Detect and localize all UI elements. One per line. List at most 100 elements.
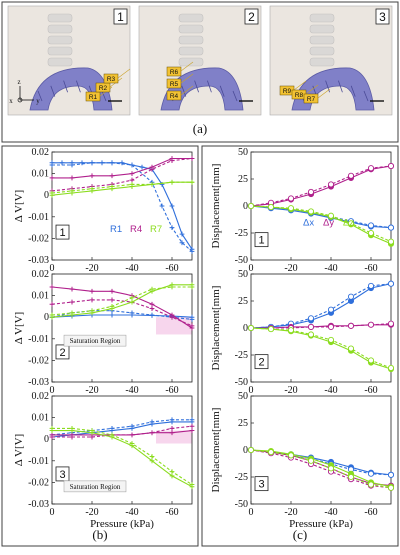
sensor-leader (305, 84, 319, 95)
data-point-R4 (189, 156, 195, 161)
data-point-R1 (189, 248, 195, 254)
series-line-R4 (51, 286, 193, 329)
actuator-ridge (37, 90, 43, 102)
data-point-R7 (89, 428, 95, 433)
y-axis-label: Δ V[V] (13, 190, 25, 222)
y-tick-label: 25 (238, 174, 248, 185)
data-point-R1 (129, 310, 135, 316)
series-line-R1 (51, 314, 193, 318)
data-point-R4 (169, 430, 175, 436)
sensor-tag-r4: R4 (170, 93, 179, 100)
data-point-R7 (149, 458, 155, 464)
y-tick-label: -0.01 (28, 212, 49, 223)
subplot-index: 2 (59, 347, 65, 359)
data-point-R1 (129, 423, 135, 429)
plot-frame (51, 395, 193, 505)
module-segment (178, 35, 204, 45)
subplot-index: 1 (59, 227, 65, 239)
actuator-ridge (181, 85, 187, 97)
data-point-R7 (169, 284, 175, 290)
data-point-Δz (287, 327, 295, 334)
axis-label-y: y (36, 97, 40, 105)
data-point-R1 (139, 164, 145, 170)
data-point-Δz (287, 205, 295, 212)
panel-c-frame (201, 145, 399, 547)
data-point-Δx (307, 315, 315, 322)
series-line-Δz (250, 205, 392, 245)
sensor-leader (180, 73, 194, 84)
data-point-Δz (327, 212, 335, 219)
module-segment (309, 13, 335, 23)
data-point-R7 (69, 188, 75, 194)
data-point-R1 (59, 160, 65, 166)
data-point-R1 (169, 225, 175, 230)
y-tick-label: 0.01 (32, 169, 50, 180)
photo-index-box (375, 8, 390, 25)
data-point-Δz (347, 473, 355, 481)
y-tick-label: 0 (243, 201, 248, 212)
data-point-R7 (49, 312, 55, 318)
y-tick-label: 0.02 (32, 269, 50, 280)
data-point-Δy (387, 320, 395, 327)
sensor-tag-box (166, 90, 182, 101)
module-segment (47, 46, 73, 56)
data-point-Δz (247, 324, 255, 332)
data-point-R4 (189, 423, 195, 429)
y-tick-label: -0.03 (28, 255, 49, 266)
series-line-Δz (250, 449, 392, 488)
sensor-leader (180, 61, 194, 72)
x-tick-label: -20 (85, 507, 98, 518)
y-axis-label: Δ V[V] (13, 434, 25, 466)
sensor-tag-box (85, 91, 101, 102)
panel-c-label: (c) (293, 527, 307, 542)
data-point-R4 (109, 297, 115, 303)
soft-actuator (29, 67, 113, 111)
y-tick-label: -50 (235, 499, 248, 510)
sensor-leader (117, 68, 131, 79)
axis-label-z: z (17, 78, 20, 86)
photo-index: 1 (117, 10, 124, 24)
axes-triad: z x y (9, 78, 40, 105)
data-point-Δz (347, 345, 355, 352)
data-point-Δz (247, 446, 255, 454)
data-point-Δz (307, 208, 315, 215)
photo-index: 3 (379, 10, 386, 24)
data-point-R1 (109, 426, 115, 431)
legend-entry: Δz (343, 217, 354, 228)
data-point-R1 (169, 203, 175, 209)
data-point-R1 (109, 160, 115, 166)
x-tick-label: 0 (50, 263, 55, 274)
sensor-tag-r7: R7 (307, 96, 316, 103)
series-line-R1 (52, 162, 193, 252)
data-point-R1 (109, 312, 115, 318)
x-tick-label: -20 (85, 263, 98, 274)
series-line-Δz (250, 327, 392, 370)
module-segment (178, 57, 204, 67)
legend-entry: Δy (323, 217, 334, 228)
series-line-R1 (51, 310, 193, 320)
sensor-leader (317, 88, 331, 99)
data-point-R1 (149, 419, 155, 425)
data-point-Δz (387, 364, 395, 372)
data-point-R1 (129, 162, 135, 168)
data-point-R1 (159, 203, 165, 209)
series-line-Δy (250, 165, 392, 207)
y-tick-label: -50 (235, 255, 248, 266)
data-point-R7 (129, 182, 135, 187)
data-point-Δz (367, 229, 375, 237)
series-line-Δy (250, 165, 392, 207)
sensor-tag-r3: R3 (107, 76, 116, 83)
y-tick-label: -25 (235, 472, 248, 483)
data-point-Δz (387, 484, 395, 491)
x-tick-label: -20 (85, 385, 98, 396)
module-segment (309, 24, 335, 34)
x-tick-label: -60 (165, 263, 178, 274)
data-point-R1 (189, 417, 195, 423)
y-tick-label: 0 (44, 434, 49, 445)
data-point-R4 (129, 171, 135, 176)
data-point-R1 (69, 162, 75, 168)
charts-layer: 0.020.010-0.01-0.02-0.030 -20 -40 -60Δ V[V]… (13, 147, 395, 530)
data-point-R1 (189, 316, 195, 322)
y-tick-label: 0.01 (32, 291, 50, 302)
